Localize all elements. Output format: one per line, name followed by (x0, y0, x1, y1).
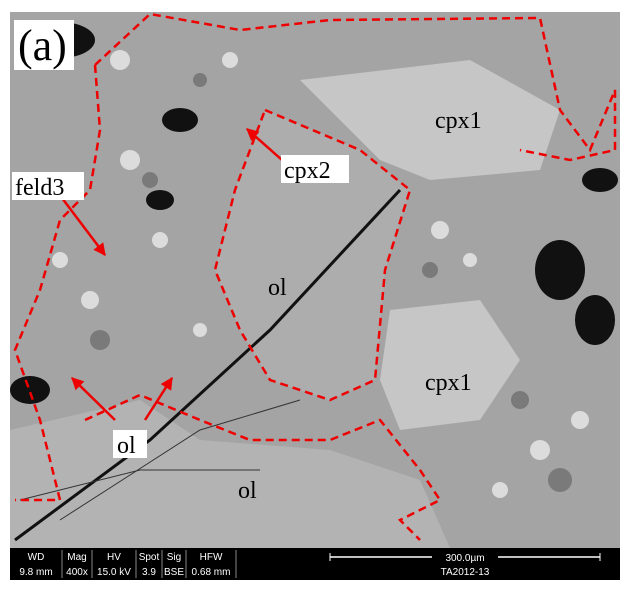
label: cpx1 (435, 108, 482, 134)
micrograph (10, 12, 620, 548)
label: ol (117, 433, 136, 459)
databar-header: Mag (67, 552, 86, 563)
sample-id: TA2012-13 (441, 567, 490, 578)
databar-value: 400x (66, 567, 88, 578)
page: (a) cpx1 cpx2 feld3 ol cpx1 ol ol WD 9.8 … (0, 0, 629, 592)
label: ol (268, 275, 287, 301)
figure: (a) cpx1 cpx2 feld3 ol cpx1 ol ol WD 9.8 … (0, 0, 629, 592)
databar-value: 3.9 (142, 567, 156, 578)
label: feld3 (15, 175, 64, 201)
databar-value: 15.0 kV (97, 567, 131, 578)
label: ol (238, 478, 257, 504)
databar-value: 0.68 mm (192, 567, 231, 578)
panel-label: (a) (18, 21, 67, 70)
databar-header: HFW (200, 552, 223, 563)
databar-value: BSE (164, 567, 184, 578)
databar-value: 9.8 mm (19, 567, 52, 578)
label: cpx1 (425, 370, 472, 396)
label: cpx2 (284, 158, 331, 184)
databar: WD 9.8 mm Mag 400x HV 15.0 kV Spot 3.9 Sig BSE HFW… (10, 548, 620, 580)
scale-label: 300.0µm (445, 553, 484, 564)
databar-header: Sig (167, 552, 181, 563)
databar-header: WD (28, 552, 45, 563)
databar-header: HV (107, 552, 121, 563)
databar-header: Spot (139, 552, 160, 563)
